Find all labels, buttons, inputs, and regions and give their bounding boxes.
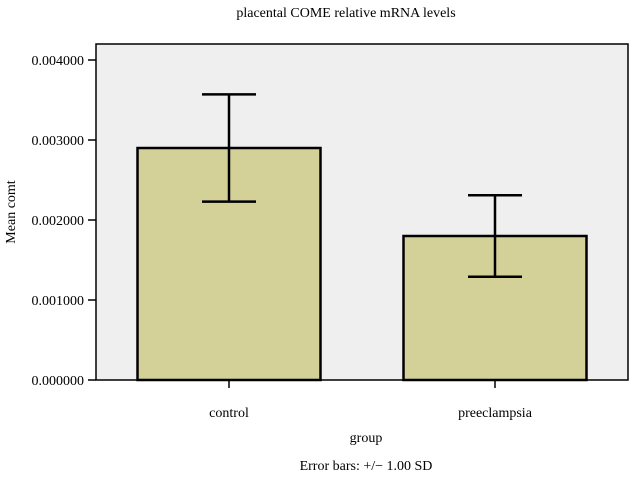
y-tick-label: 0.004000: [32, 54, 85, 69]
x-axis: control preeclampsia: [209, 380, 533, 421]
x-tick-label: preeclampsia: [458, 406, 533, 421]
chart-title: placental COME relative mRNA levels: [236, 6, 455, 21]
error-bars: [202, 93, 522, 279]
y-tick-label: 0.002000: [32, 214, 85, 229]
y-tick-label: 0.000000: [32, 374, 85, 389]
y-tick-label: 0.001000: [32, 294, 85, 309]
y-axis: 0.000000 0.001000 0.002000 0.003000 0.004000: [32, 54, 96, 389]
y-tick-label: 0.003000: [32, 134, 85, 149]
x-axis-label: group: [350, 431, 383, 446]
y-axis-label: Mean comt: [4, 180, 19, 243]
x-tick-label: control: [209, 406, 249, 421]
error-bars-note: Error bars: +/− 1.00 SD: [300, 459, 433, 474]
